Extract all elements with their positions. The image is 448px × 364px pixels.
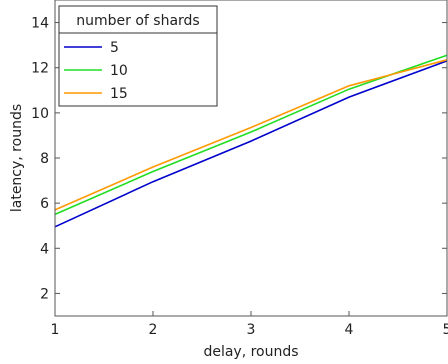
y-tick-label: 6: [40, 196, 49, 212]
x-axis-title: delay, rounds: [203, 344, 298, 360]
y-tick-label: 8: [40, 151, 49, 167]
y-tick-label: 12: [31, 61, 49, 77]
x-tick-label: 2: [149, 322, 158, 338]
y-tick-label: 10: [31, 106, 49, 122]
x-tick-label: 4: [345, 322, 354, 338]
series-line-15: [54, 59, 448, 211]
y-axis-title: latency, rounds: [9, 104, 25, 212]
x-tick-label: 3: [247, 322, 256, 338]
y-tick-label: 14: [31, 16, 49, 32]
legend-box: [58, 5, 218, 107]
y-tick-label: 2: [40, 286, 49, 302]
series-line-5: [54, 60, 448, 228]
y-tick-label: 4: [40, 241, 49, 257]
x-tick-label: 5: [443, 322, 448, 338]
x-axis: 1 2 3 4 5: [51, 311, 448, 338]
legend-title: number of shards: [76, 13, 199, 29]
legend-label-15: 15: [110, 86, 128, 102]
legend-label-10: 10: [110, 63, 128, 79]
x-tick-label: 1: [51, 322, 60, 338]
series-lines: [54, 54, 448, 228]
legend: number of shards 5 10 15: [58, 5, 218, 107]
legend-label-5: 5: [110, 40, 119, 56]
